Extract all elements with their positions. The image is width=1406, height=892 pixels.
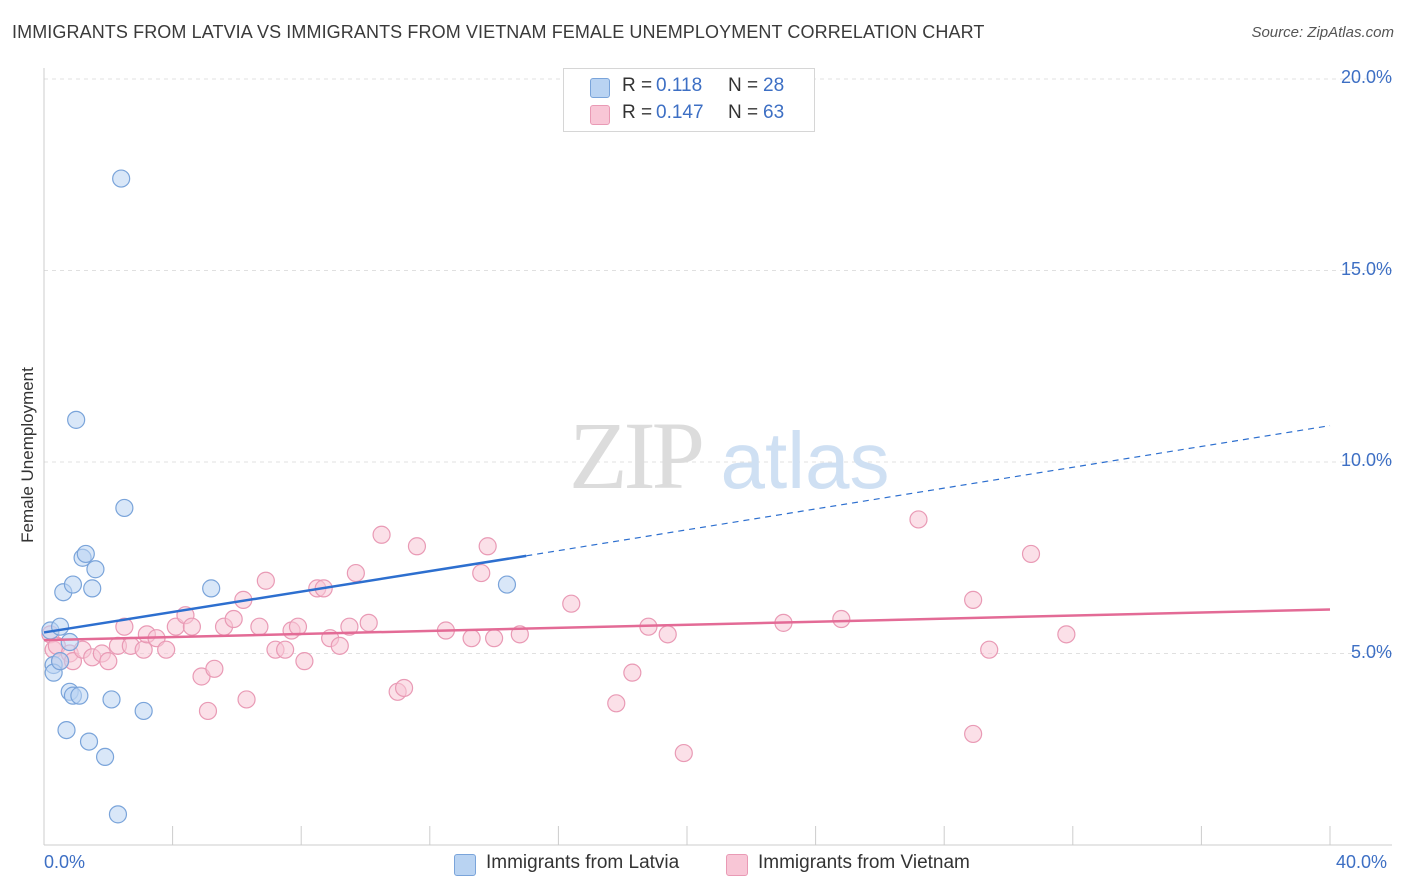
vietnam-point-37 (330, 636, 349, 655)
legend-row-latvia: R = 0.118 N = 28 (564, 75, 814, 101)
vietnam-point-56 (674, 743, 693, 763)
latvia-point-21 (112, 169, 131, 188)
axes (43, 68, 1392, 846)
vietnam-point-33 (295, 652, 314, 671)
vietnam-point-41 (372, 525, 391, 544)
vietnam-point-27 (250, 617, 269, 636)
vietnam-point-39 (346, 563, 365, 583)
latvia-point-4 (50, 617, 70, 636)
trend-line-vietnam (43, 608, 1331, 642)
vietnam-point-22 (205, 659, 224, 678)
vietnam-point-24 (224, 609, 243, 629)
vietnam-point-58 (832, 609, 851, 629)
latvia-point-20 (108, 805, 128, 824)
legend-swatch-latvia (454, 854, 476, 876)
vietnam-point-48 (478, 537, 497, 556)
vietnam-point-40 (359, 613, 378, 632)
latvia-point-6 (57, 720, 76, 740)
legend-label-latvia: Immigrants from Latvia (486, 852, 680, 873)
legend-swatch-vietnam (590, 105, 610, 125)
vietnam-point-21 (198, 701, 218, 721)
latvia-point-15 (79, 732, 99, 751)
vietnam-point-61 (964, 724, 983, 744)
latvia-point-17 (86, 560, 105, 579)
legend-n-label: N = (728, 102, 759, 123)
vietnam-point-64 (1057, 625, 1076, 644)
latvia-point-10 (63, 575, 83, 594)
legend-swatch-vietnam (726, 854, 748, 876)
source-label: Source: ZipAtlas.com (1251, 24, 1394, 41)
vietnam-point-9 (99, 652, 118, 671)
vietnam-point-53 (623, 663, 642, 682)
legend-r-value: 0.118 (656, 75, 703, 96)
vietnam-point-59 (909, 510, 928, 529)
vietnam-point-16 (157, 640, 176, 659)
latvia-point-18 (95, 747, 115, 767)
vietnam-point-11 (115, 617, 134, 636)
legend-n-value: 28 (763, 75, 785, 96)
latvia-point-8 (60, 632, 79, 652)
vietnam-point-47 (472, 563, 491, 583)
watermark-zip: ZIP (569, 402, 702, 509)
vietnam-point-38 (340, 617, 359, 636)
latvia-point-14 (76, 544, 95, 564)
legend-label-vietnam: Immigrants from Vietnam (758, 852, 970, 873)
vietnam-point-19 (182, 617, 201, 636)
x-tick-label-min: 0.0% (44, 852, 86, 872)
y-tick-label-0: 5.0% (1350, 641, 1392, 662)
vietnam-point-63 (1021, 544, 1041, 564)
vietnam-point-43 (394, 678, 414, 698)
x-tick-label-max: 40.0% (1336, 852, 1388, 872)
vietnam-point-55 (658, 625, 677, 644)
vietnam-point-62 (980, 640, 999, 659)
vietnam-point-26 (237, 690, 256, 709)
vietnam-point-52 (607, 694, 626, 713)
latvia-point-22 (115, 498, 134, 518)
vietnam-point-32 (288, 617, 308, 636)
y-tick-label-3: 20.0% (1340, 67, 1392, 87)
latvia-point-3 (50, 652, 70, 671)
trend-line-latvia (43, 554, 527, 634)
vietnam-point-60 (964, 590, 983, 609)
latvia-point-19 (102, 690, 121, 709)
latvia-point-16 (83, 579, 102, 598)
vietnam-point-51 (562, 594, 581, 613)
trend-lines (43, 425, 1331, 642)
correlation-legend: R = 0.118 N = 28 R = 0.147 N = 63 (563, 68, 815, 132)
vietnam-point-30 (276, 640, 295, 659)
legend-r-label: R = (622, 75, 653, 96)
vietnam-point-46 (462, 629, 481, 648)
vietnam-point-28 (256, 571, 275, 590)
legend-row-vietnam: R = 0.147 N = 63 (564, 102, 814, 128)
grid-lines (44, 78, 1392, 654)
legend-r-label: R = (622, 102, 653, 123)
latvia-point-12 (70, 686, 89, 705)
latvia-point-23 (134, 701, 153, 721)
latvia-point-25 (497, 575, 517, 594)
legend-n-label: N = (728, 75, 759, 96)
watermark: ZIP atlas (569, 402, 889, 509)
vietnam-point-44 (407, 537, 427, 556)
watermark-atlas: atlas (721, 416, 890, 505)
y-tick-label-2: 15.0% (1340, 258, 1392, 279)
chart-title: IMMIGRANTS FROM LATVIA VS IMMIGRANTS FRO… (12, 22, 985, 42)
y-tick-label-1: 10.0% (1340, 450, 1392, 470)
latvia-point-24 (202, 579, 221, 598)
latvia-point-11 (67, 410, 86, 429)
legend-n-value: 63 (763, 102, 785, 123)
series-latvia (41, 169, 517, 824)
legend-swatch-latvia (590, 78, 610, 98)
vietnam-point-49 (485, 629, 504, 648)
legend-r-value: 0.147 (656, 102, 704, 123)
trend-line-latvia-extrapolated (526, 425, 1331, 557)
